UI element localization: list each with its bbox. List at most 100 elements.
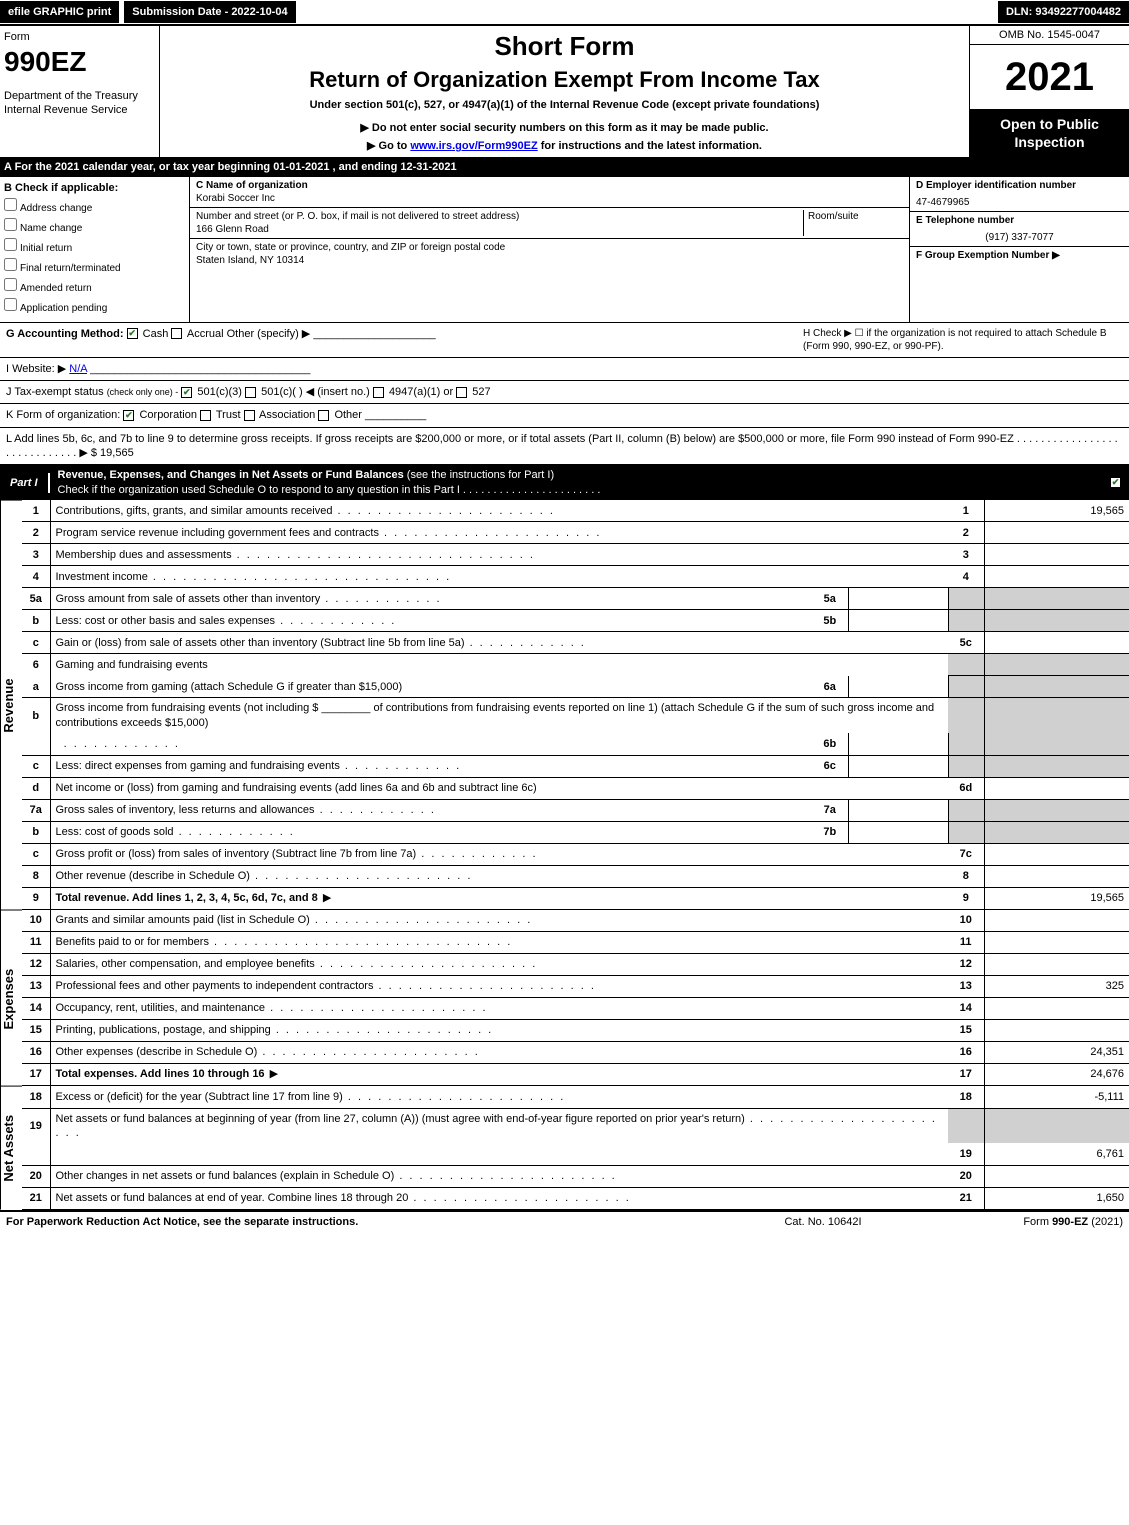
- line-4: 4Investment income4: [22, 566, 1129, 588]
- ein-value: 47-4679965: [910, 194, 1129, 212]
- part-i-schedule-o-check[interactable]: [1110, 477, 1121, 488]
- submission-date-label: Submission Date - 2022-10-04: [123, 0, 296, 24]
- line-12: 12Salaries, other compensation, and empl…: [22, 954, 1129, 976]
- line-14: 14Occupancy, rent, utilities, and mainte…: [22, 998, 1129, 1020]
- h-schedule-b: H Check ▶ ☐ if the organization is not r…: [803, 327, 1123, 353]
- line-18: 18Excess or (deficit) for the year (Subt…: [22, 1086, 1129, 1108]
- j-label: J Tax-exempt status: [6, 386, 104, 398]
- l-amount: 19,565: [100, 447, 134, 459]
- line-1: 1Contributions, gifts, grants, and simil…: [22, 500, 1129, 522]
- website-link[interactable]: N/A: [69, 363, 87, 375]
- net-assets-section: Net Assets 18Excess or (deficit) for the…: [0, 1086, 1129, 1210]
- row-g-accounting: G Accounting Method: Cash Accrual Other …: [0, 323, 1129, 358]
- expenses-vlabel: Expenses: [0, 910, 22, 1087]
- i-label: I Website: ▶: [6, 363, 66, 375]
- top-bar: efile GRAPHIC print Submission Date - 20…: [0, 0, 1129, 26]
- part-i-title: Revenue, Expenses, and Changes in Net As…: [58, 469, 404, 481]
- line-6b: bGross income from fundraising events (n…: [22, 698, 1129, 733]
- revenue-section: Revenue 1Contributions, gifts, grants, a…: [0, 500, 1129, 910]
- row-l-gross-receipts: L Add lines 5b, 6c, and 7b to line 9 to …: [0, 428, 1129, 466]
- dept-treasury: Department of the Treasury: [4, 89, 155, 103]
- irs-form-link[interactable]: www.irs.gov/Form990EZ: [410, 140, 537, 152]
- chk-cash[interactable]: [127, 328, 138, 339]
- chk-501c[interactable]: [245, 387, 256, 398]
- line-6d: dNet income or (loss) from gaming and fu…: [22, 777, 1129, 799]
- line-8: 8Other revenue (describe in Schedule O)8: [22, 865, 1129, 887]
- chk-assoc[interactable]: [244, 410, 255, 421]
- dln-label: DLN: 93492277004482: [998, 1, 1129, 23]
- line-19: 19Net assets or fund balances at beginni…: [22, 1108, 1129, 1143]
- l-text: L Add lines 5b, 6c, and 7b to line 9 to …: [6, 433, 1118, 459]
- line-3: 3Membership dues and assessments3: [22, 544, 1129, 566]
- addr-label: Number and street (or P. O. box, if mail…: [196, 211, 519, 222]
- line-6c: cLess: direct expenses from gaming and f…: [22, 755, 1129, 777]
- line-7a: 7aGross sales of inventory, less returns…: [22, 799, 1129, 821]
- b-heading: B Check if applicable:: [4, 181, 185, 195]
- k-label: K Form of organization:: [6, 409, 120, 421]
- g-other-label: Other (specify) ▶: [227, 328, 311, 340]
- catalog-number: Cat. No. 10642I: [723, 1215, 923, 1229]
- street-address: 166 Glenn Road: [196, 224, 269, 235]
- j-small: (check only one) -: [107, 387, 179, 397]
- chk-accrual[interactable]: [171, 328, 182, 339]
- form-header: Form 990EZ Department of the Treasury In…: [0, 26, 1129, 158]
- page-footer: For Paperwork Reduction Act Notice, see …: [0, 1210, 1129, 1232]
- city-state-zip: Staten Island, NY 10314: [196, 255, 304, 266]
- column-d-ein: D Employer identification number 47-4679…: [909, 177, 1129, 322]
- line-9: 9Total revenue. Add lines 1, 2, 3, 4, 5c…: [22, 887, 1129, 909]
- column-b-checkboxes: B Check if applicable: Address change Na…: [0, 177, 190, 322]
- form-number: 990EZ: [4, 44, 155, 80]
- line-11: 11Benefits paid to or for members11: [22, 932, 1129, 954]
- short-form-title: Short Form: [164, 30, 965, 64]
- chk-other-org[interactable]: [318, 410, 329, 421]
- g-label: G Accounting Method:: [6, 328, 124, 340]
- line-10: 10Grants and similar amounts paid (list …: [22, 910, 1129, 932]
- row-j-tax-exempt: J Tax-exempt status (check only one) - 5…: [0, 381, 1129, 404]
- chk-address-change[interactable]: Address change: [4, 198, 185, 215]
- line-20: 20Other changes in net assets or fund ba…: [22, 1165, 1129, 1187]
- phone-value: (917) 337-7077: [910, 229, 1129, 247]
- part-i-checkline: Check if the organization used Schedule …: [58, 484, 601, 496]
- part-i-subtitle: (see the instructions for Part I): [407, 469, 554, 481]
- c-label: C Name of organization: [196, 180, 308, 191]
- d-ein-label: D Employer identification number: [910, 177, 1129, 194]
- line-6a: aGross income from gaming (attach Schedu…: [22, 676, 1129, 698]
- form-footer-label: Form 990-EZ (2021): [923, 1215, 1123, 1229]
- efile-print-button[interactable]: efile GRAPHIC print: [0, 1, 119, 23]
- omb-number: OMB No. 1545-0047: [970, 26, 1129, 45]
- line-6: 6Gaming and fundraising events: [22, 654, 1129, 676]
- revenue-vlabel: Revenue: [0, 500, 22, 910]
- part-i-header: Part I Revenue, Expenses, and Changes in…: [0, 465, 1129, 500]
- under-section-text: Under section 501(c), 527, or 4947(a)(1)…: [164, 98, 965, 112]
- chk-app-pending[interactable]: Application pending: [4, 298, 185, 315]
- line-2: 2Program service revenue including gover…: [22, 522, 1129, 544]
- paperwork-notice: For Paperwork Reduction Act Notice, see …: [6, 1215, 723, 1229]
- line-7b: bLess: cost of goods sold7b: [22, 821, 1129, 843]
- expenses-section: Expenses 10Grants and similar amounts pa…: [0, 910, 1129, 1087]
- chk-name-change[interactable]: Name change: [4, 218, 185, 235]
- city-label: City or town, state or province, country…: [196, 242, 505, 253]
- chk-trust[interactable]: [200, 410, 211, 421]
- line-5a: 5aGross amount from sale of assets other…: [22, 588, 1129, 610]
- line-5c: cGain or (loss) from sale of assets othe…: [22, 632, 1129, 654]
- chk-501c3[interactable]: [181, 387, 192, 398]
- chk-final-return[interactable]: Final return/terminated: [4, 258, 185, 275]
- line-5b: bLess: cost or other basis and sales exp…: [22, 610, 1129, 632]
- chk-4947[interactable]: [373, 387, 384, 398]
- column-c-org-info: C Name of organization Korabi Soccer Inc…: [190, 177, 909, 322]
- chk-527[interactable]: [456, 387, 467, 398]
- chk-corp[interactable]: [123, 410, 134, 421]
- line-21: 21Net assets or fund balances at end of …: [22, 1187, 1129, 1209]
- net-assets-vlabel: Net Assets: [0, 1086, 22, 1210]
- row-i-website: I Website: ▶ N/A _______________________…: [0, 358, 1129, 381]
- goto-post: for instructions and the latest informat…: [538, 140, 762, 152]
- return-title: Return of Organization Exempt From Incom…: [164, 66, 965, 95]
- line-16: 16Other expenses (describe in Schedule O…: [22, 1042, 1129, 1064]
- line-13: 13Professional fees and other payments t…: [22, 976, 1129, 998]
- f-group-exemption: F Group Exemption Number ▶: [910, 247, 1129, 264]
- ssn-warning: ▶ Do not enter social security numbers o…: [164, 121, 965, 135]
- chk-amended[interactable]: Amended return: [4, 278, 185, 295]
- goto-pre: ▶ Go to: [367, 140, 410, 152]
- chk-initial-return[interactable]: Initial return: [4, 238, 185, 255]
- e-phone-label: E Telephone number: [910, 212, 1129, 229]
